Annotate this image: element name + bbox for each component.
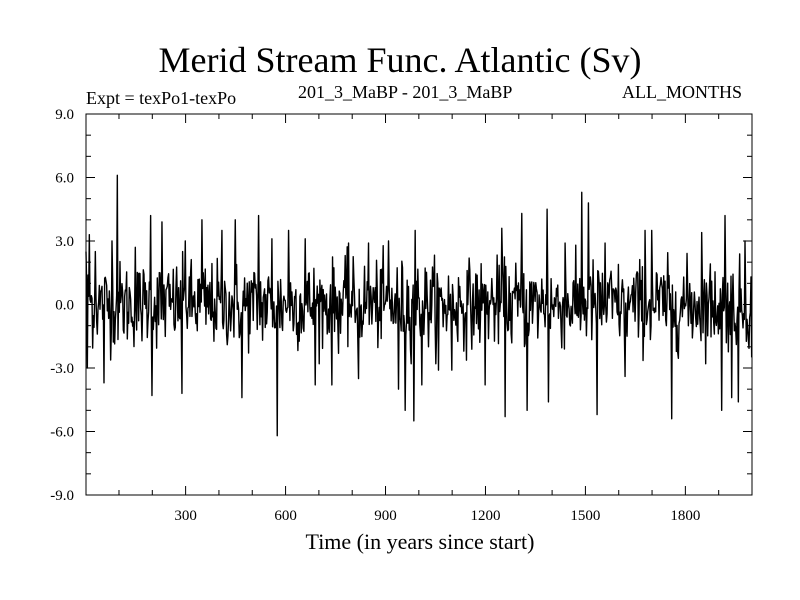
y-tick-label: 6.0 (55, 171, 74, 187)
chart-title: Merid Stream Func. Atlantic (Sv) (158, 40, 642, 80)
x-tick-label: 600 (274, 508, 297, 524)
x-tick-label: 300 (174, 508, 197, 524)
x-tick-label: 1800 (670, 508, 700, 524)
dataset-label: 201_3_MaBP - 201_3_MaBP (298, 82, 513, 102)
y-tick-label: 9.0 (55, 107, 74, 123)
x-tick-label: 900 (374, 508, 397, 524)
y-tick-label: -3.0 (50, 361, 74, 377)
y-tick-label: 0.0 (55, 298, 74, 314)
x-tick-label: 1200 (470, 508, 500, 524)
series-line (85, 174, 753, 437)
y-tick-label: 3.0 (55, 234, 74, 250)
experiment-label: Expt = texPo1-texPo (86, 88, 237, 108)
y-tick-label: -6.0 (50, 425, 74, 441)
x-axis-label: Time (in years since start) (305, 529, 535, 554)
x-axis: 300 600 900 1200 1500 1800 (118, 114, 720, 524)
months-label: ALL_MONTHS (622, 82, 742, 102)
y-axis: -9.0 -6.0 -3.0 0.0 3.0 6.0 9.0 (50, 107, 752, 504)
y-tick-label: -9.0 (50, 488, 74, 504)
x-tick-label: 1500 (570, 508, 600, 524)
plot-series (85, 174, 753, 437)
